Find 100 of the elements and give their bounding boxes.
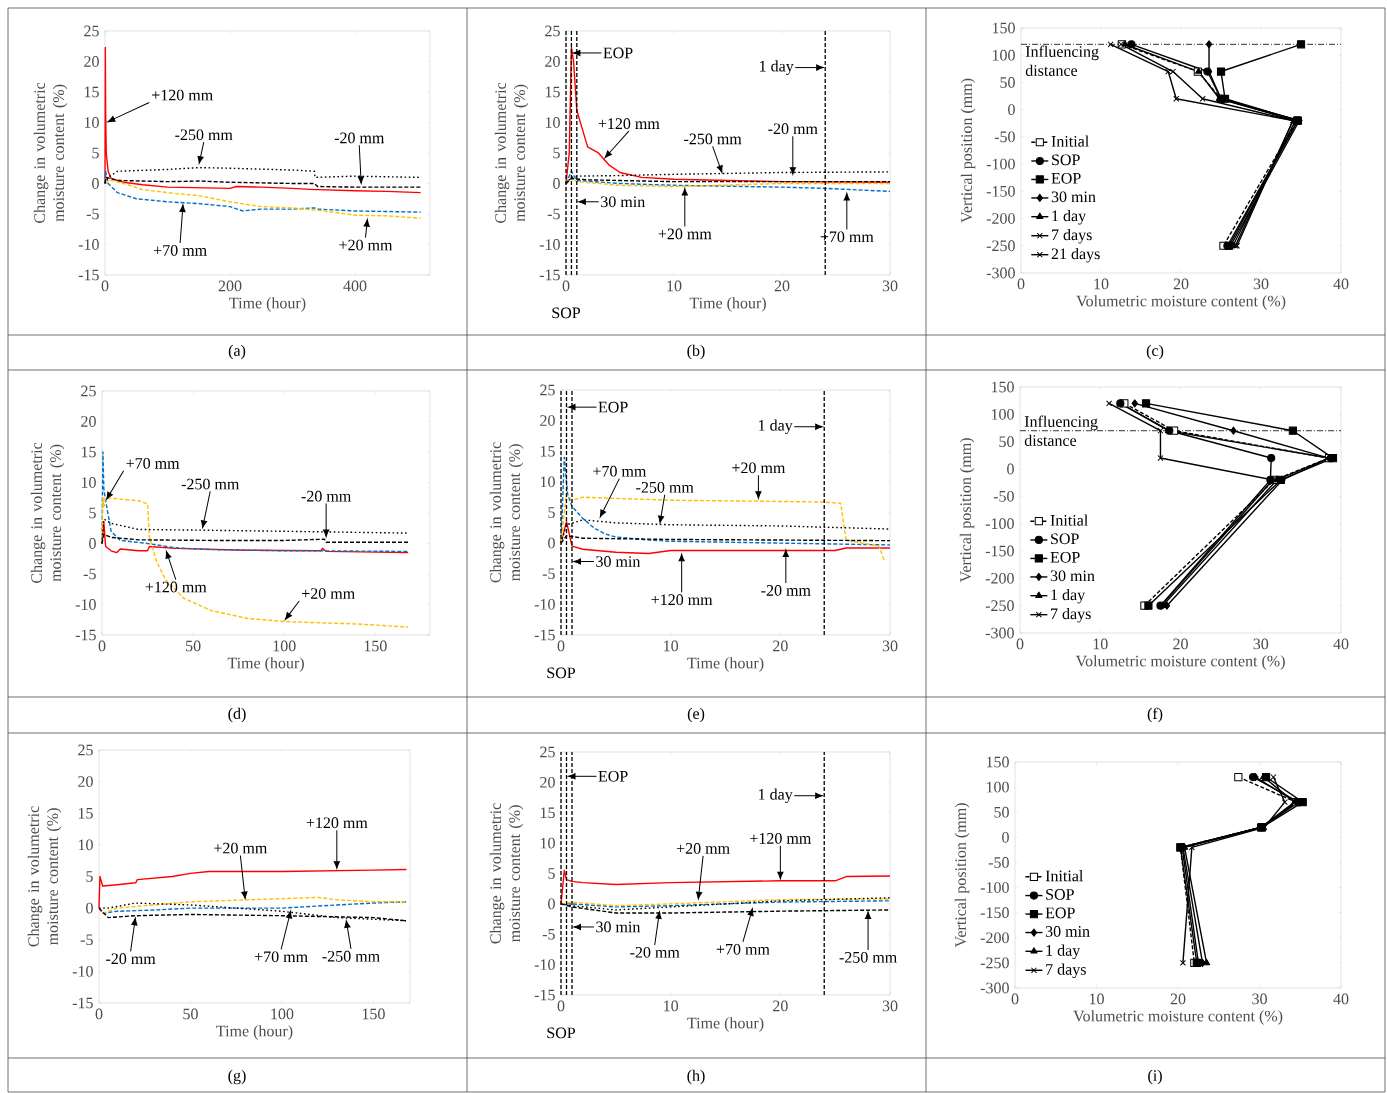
legend-label: SOP xyxy=(1052,154,1080,166)
x-tick-label: 0 xyxy=(101,280,109,292)
x-axis-title: Time (hour) xyxy=(216,1025,293,1040)
x-tick-label: 30 xyxy=(882,640,898,652)
legend-label: 7 days xyxy=(1046,963,1086,979)
annotation: -20 mm xyxy=(106,953,156,965)
y-tick-label: -50 xyxy=(988,857,1009,868)
legend-label: 1 day xyxy=(1052,209,1087,225)
legend-label: Initial xyxy=(1050,514,1088,526)
y-tick-label: 50 xyxy=(1000,77,1015,88)
annotation: -250 mm xyxy=(322,950,380,962)
y-tick-label: -5 xyxy=(547,208,560,220)
y-axis-title: Change in volumetric moisture content (%) xyxy=(489,442,524,583)
y-tick-label: -100 xyxy=(980,882,1009,893)
y-tick-label: -10 xyxy=(75,599,96,610)
annotation: +70 mm xyxy=(153,245,207,256)
x-axis-title: Volumetric moisture content (%) xyxy=(1073,1010,1283,1025)
y-tick-label: 5 xyxy=(86,871,93,882)
y-tick-label: 25 xyxy=(81,385,96,397)
y-tick-label: 10 xyxy=(78,839,93,851)
x-tick-label: 40 xyxy=(1333,993,1349,1005)
y-tick-label: -15 xyxy=(539,269,560,281)
ref-line-label: 30 min xyxy=(596,556,641,567)
y-tick-label: -300 xyxy=(980,982,1009,994)
annotation: -20 mm xyxy=(761,585,811,596)
legend-label: EOP xyxy=(1051,172,1081,184)
annotation: +70 mm xyxy=(716,943,770,955)
y-tick-label: 25 xyxy=(540,384,555,396)
y-tick-label: -150 xyxy=(985,545,1014,557)
x-tick-label: 200 xyxy=(218,280,242,292)
y-tick-label: 0 xyxy=(548,537,555,549)
y-tick-label: 10 xyxy=(540,837,555,849)
ref-line-label: EOP xyxy=(603,47,633,59)
ref-line-label: EOP xyxy=(598,401,628,413)
y-tick-label: 0 xyxy=(548,898,555,910)
annotation: +20 mm xyxy=(732,462,786,474)
legend-label: 1 day xyxy=(1051,588,1086,604)
legend-label: SOP xyxy=(1051,533,1079,545)
annotation: +120 mm xyxy=(750,832,812,844)
x-tick-label: 20 xyxy=(1173,638,1188,650)
ref-line-label: 1 day xyxy=(759,788,793,804)
text: (e) xyxy=(687,707,705,723)
x-tick-label: 100 xyxy=(271,1008,294,1020)
y-tick-label: 50 xyxy=(999,436,1014,448)
text: (i) xyxy=(1148,1069,1162,1085)
y-tick-label: -200 xyxy=(980,932,1009,944)
text: (f) xyxy=(1147,707,1163,723)
ref-line-label: SOP xyxy=(552,307,581,319)
y-axis-title: Change in volumetric moisture content (%) xyxy=(27,806,62,947)
annotation: +70 mm xyxy=(820,231,874,243)
y-tick-label: -10 xyxy=(72,965,93,977)
y-tick-label: -5 xyxy=(83,568,96,580)
annotation: -250 mm xyxy=(636,481,694,493)
y-tick-label: 50 xyxy=(994,806,1009,818)
annotation: +20 mm xyxy=(339,239,393,251)
y-tick-label: -15 xyxy=(75,629,96,641)
ref-line-label: 30 min xyxy=(601,196,645,208)
ref-line-label: SOP xyxy=(547,667,576,679)
y-axis-title: Vertical position (mm) xyxy=(960,78,976,223)
text: (a) xyxy=(228,344,246,360)
y-tick-label: 15 xyxy=(81,446,96,458)
y-tick-label: -10 xyxy=(539,239,560,250)
text: (c) xyxy=(1146,344,1164,360)
x-tick-label: 100 xyxy=(273,640,296,652)
x-tick-label: 30 xyxy=(1253,638,1269,650)
y-tick-label: -15 xyxy=(72,997,93,1009)
y-tick-label: -50 xyxy=(993,490,1014,502)
y-tick-label: -50 xyxy=(994,131,1015,143)
y-axis-title: Change in volumetric moisture content (%) xyxy=(33,82,68,223)
x-axis-title: Volumetric moisture content (%) xyxy=(1075,655,1285,670)
y-tick-label: 0 xyxy=(86,902,93,914)
text: (h) xyxy=(687,1069,705,1085)
y-tick-label: 20 xyxy=(78,776,93,788)
legend-label: 21 days xyxy=(1051,247,1100,263)
x-tick-label: 20 xyxy=(1170,993,1186,1005)
y-tick-label: -5 xyxy=(86,208,99,220)
y-tick-label: 150 xyxy=(992,22,1015,34)
legend-label: 30 min xyxy=(1051,191,1096,203)
y-tick-label: -15 xyxy=(534,989,555,1001)
y-tick-label: 100 xyxy=(992,49,1015,61)
x-tick-label: 50 xyxy=(186,640,201,652)
y-tick-label: 25 xyxy=(540,746,555,758)
x-tick-label: 10 xyxy=(667,280,682,292)
annotation: -20 mm xyxy=(301,490,352,502)
legend-label: 7 days xyxy=(1051,607,1091,623)
y-tick-label: -250 xyxy=(985,600,1014,612)
y-tick-label: 150 xyxy=(991,381,1014,393)
y-tick-label: -300 xyxy=(985,627,1014,639)
x-tick-label: 30 xyxy=(1253,278,1269,290)
x-axis-title: Volumetric moisture content (%) xyxy=(1076,295,1286,310)
y-tick-label: 0 xyxy=(1008,104,1015,116)
x-tick-label: 30 xyxy=(882,1000,898,1012)
y-tick-label: 5 xyxy=(548,868,555,879)
x-tick-label: 0 xyxy=(1016,638,1024,650)
annotation: +70 mm xyxy=(593,465,647,477)
y-tick-label: -10 xyxy=(78,239,99,250)
ref-line-label: Influencing distance xyxy=(1024,415,1098,446)
y-tick-label: -200 xyxy=(986,213,1015,224)
y-tick-label: -300 xyxy=(986,267,1015,279)
y-tick-label: -250 xyxy=(980,957,1009,969)
